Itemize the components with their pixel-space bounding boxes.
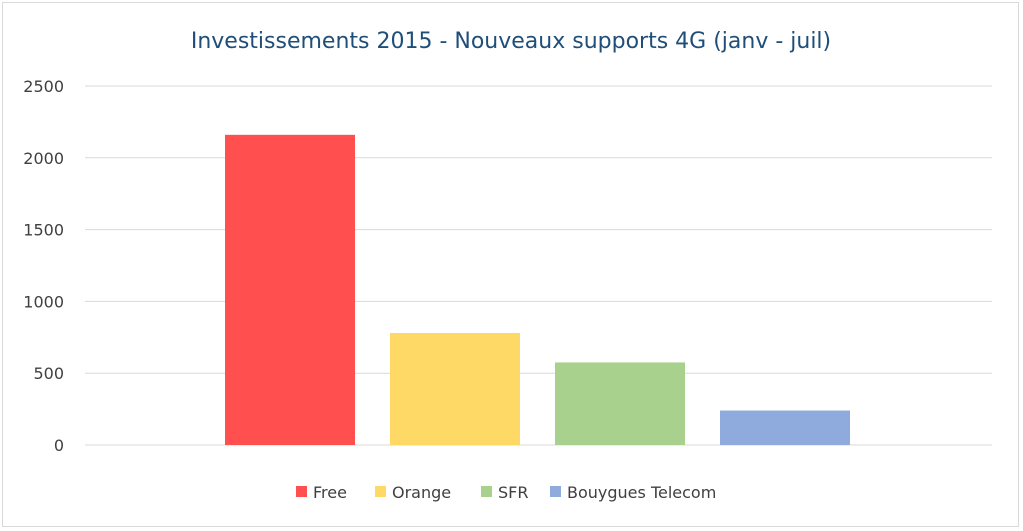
legend-swatch bbox=[375, 486, 386, 497]
legend: Free Orange SFR Bouygues Telecom bbox=[296, 483, 716, 502]
bar-orange bbox=[390, 332, 520, 445]
y-tick-label: 2500 bbox=[23, 77, 64, 96]
y-tick-label: 500 bbox=[33, 364, 64, 383]
y-tick-label: 1000 bbox=[23, 292, 64, 311]
gridlines bbox=[85, 85, 992, 446]
y-tick-label: 1500 bbox=[23, 221, 64, 240]
y-tick-label: 0 bbox=[54, 436, 64, 455]
y-axis-ticks: 0 500 1000 1500 2000 2500 bbox=[23, 77, 64, 455]
y-tick-label: 2000 bbox=[23, 149, 64, 168]
legend-label: Orange bbox=[392, 483, 451, 502]
bars bbox=[225, 134, 850, 445]
legend-label: Free bbox=[313, 483, 347, 502]
bar-bouygues-telecom bbox=[720, 410, 850, 445]
legend-swatch bbox=[296, 486, 307, 497]
legend-item-bouygues-telecom: Bouygues Telecom bbox=[550, 483, 716, 502]
bar-sfr bbox=[555, 362, 685, 445]
legend-swatch bbox=[550, 486, 561, 497]
bar-free bbox=[225, 134, 355, 445]
chart-title: Investissements 2015 - Nouveaux supports… bbox=[191, 29, 831, 54]
legend-label: Bouygues Telecom bbox=[567, 483, 716, 502]
legend-swatch bbox=[481, 486, 492, 497]
legend-label: SFR bbox=[498, 483, 528, 502]
legend-item-free: Free bbox=[296, 483, 347, 502]
legend-item-orange: Orange bbox=[375, 483, 451, 502]
legend-item-sfr: SFR bbox=[481, 483, 528, 502]
